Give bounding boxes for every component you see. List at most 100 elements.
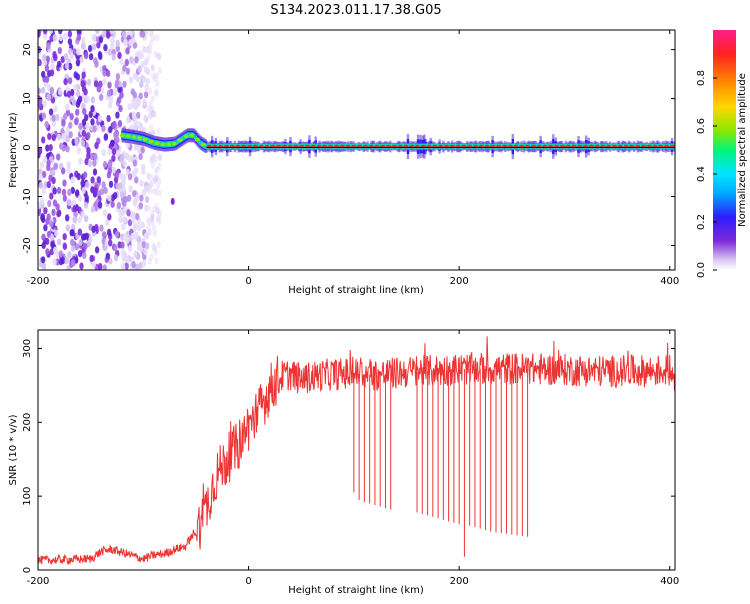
noise-cell [65, 103, 70, 111]
noise-cell [48, 144, 53, 152]
colorbar-label: Normalized spectral amplitude [737, 73, 748, 227]
noise-cell [76, 48, 81, 56]
y-tick-label: 300 [22, 339, 33, 358]
noise-cell [111, 154, 116, 162]
noise-cell [155, 80, 160, 88]
noise-cell [87, 44, 93, 53]
noise-cell [136, 97, 142, 106]
noise-cell [68, 131, 73, 139]
noise-cell [155, 207, 160, 215]
noise-cell [133, 118, 138, 126]
noise-cell [153, 167, 159, 175]
noise-cell [92, 168, 98, 176]
noise-cell [115, 149, 121, 157]
noise-cell [132, 159, 138, 167]
track-band-mid [152, 139, 156, 146]
noise-cell [101, 231, 107, 239]
noise-cell [145, 68, 151, 76]
noise-cell [141, 75, 147, 83]
noise-cell [93, 80, 99, 88]
noise-cell [131, 111, 137, 119]
noise-cell [65, 135, 70, 143]
noise-cell [127, 244, 133, 252]
noise-cell [110, 139, 115, 147]
noise-cell [84, 232, 89, 240]
noise-cell [102, 69, 107, 77]
noise-cell [76, 173, 81, 181]
noise-cell [157, 53, 162, 61]
noise-cell [122, 30, 127, 38]
y-tick-label: 20 [22, 43, 33, 56]
noise-cell [78, 122, 83, 130]
noise-cell [130, 232, 135, 240]
noise-cell [127, 173, 133, 181]
noise-cell [117, 85, 122, 93]
noise-cell [118, 105, 123, 113]
noise-cell [106, 31, 111, 39]
snr-y-ticks: 0 100 200 300 [22, 339, 675, 573]
noise-cell [80, 210, 85, 218]
noise-cell [92, 159, 97, 167]
noise-cell [141, 259, 146, 267]
noise-cell [131, 36, 136, 44]
noise-cell [70, 186, 76, 194]
noise-cell [79, 56, 84, 64]
noise-region [38, 30, 175, 270]
track-band-mid [204, 143, 208, 150]
y-tick-label: 100 [22, 487, 33, 506]
noise-cell [96, 41, 101, 49]
noise-cell [140, 60, 146, 68]
noise-cell [108, 126, 113, 134]
noise-cell [139, 80, 144, 88]
track-peak [119, 133, 125, 138]
noise-cell [101, 181, 106, 189]
noise-cell [81, 71, 86, 79]
noise-cell [138, 245, 144, 253]
noise-cell [135, 212, 140, 221]
noise-cell [63, 78, 68, 86]
track-band-mid [233, 143, 237, 150]
noise-cell [138, 92, 143, 100]
noise-cell [52, 187, 57, 195]
noise-cell [140, 221, 145, 229]
colorbar-tick-label: 0.6 [696, 118, 707, 134]
noise-cell [115, 111, 120, 119]
noise-cell [39, 161, 45, 169]
noise-cell [131, 261, 136, 269]
noise-cell [119, 91, 124, 99]
noise-cell [65, 224, 71, 232]
noise-cell [86, 152, 91, 160]
noise-cell [82, 171, 88, 179]
noise-cell [148, 187, 153, 195]
noise-cell [147, 48, 153, 56]
noise-cell [93, 187, 98, 195]
track-band-mid [558, 143, 561, 150]
noise-cell [96, 85, 102, 93]
noise-cell [88, 110, 93, 119]
noise-cell [48, 30, 54, 34]
noise-cell [142, 98, 147, 107]
frequency-track [119, 128, 675, 160]
noise-cell [107, 148, 112, 156]
noise-cell [53, 54, 58, 62]
track-band-mid [186, 132, 190, 139]
track-band-mid [430, 143, 434, 150]
noise-cell [132, 225, 137, 233]
noise-cell [83, 201, 89, 209]
noise-cell [148, 112, 153, 120]
noise-cell [137, 121, 142, 129]
noise-cell [45, 144, 50, 152]
noise-cell [58, 34, 63, 42]
noise-cell [145, 77, 150, 85]
noise-cell [115, 73, 121, 81]
noise-cell [51, 114, 56, 122]
track-peak [131, 135, 137, 139]
noise-cell [107, 194, 112, 202]
noise-cell [133, 197, 138, 205]
x-tick-label: 200 [450, 276, 469, 287]
noise-cell [140, 146, 145, 154]
noise-cell [81, 36, 86, 44]
noise-cell [114, 131, 119, 139]
noise-cell [43, 224, 48, 232]
track-band-mid [198, 138, 201, 145]
